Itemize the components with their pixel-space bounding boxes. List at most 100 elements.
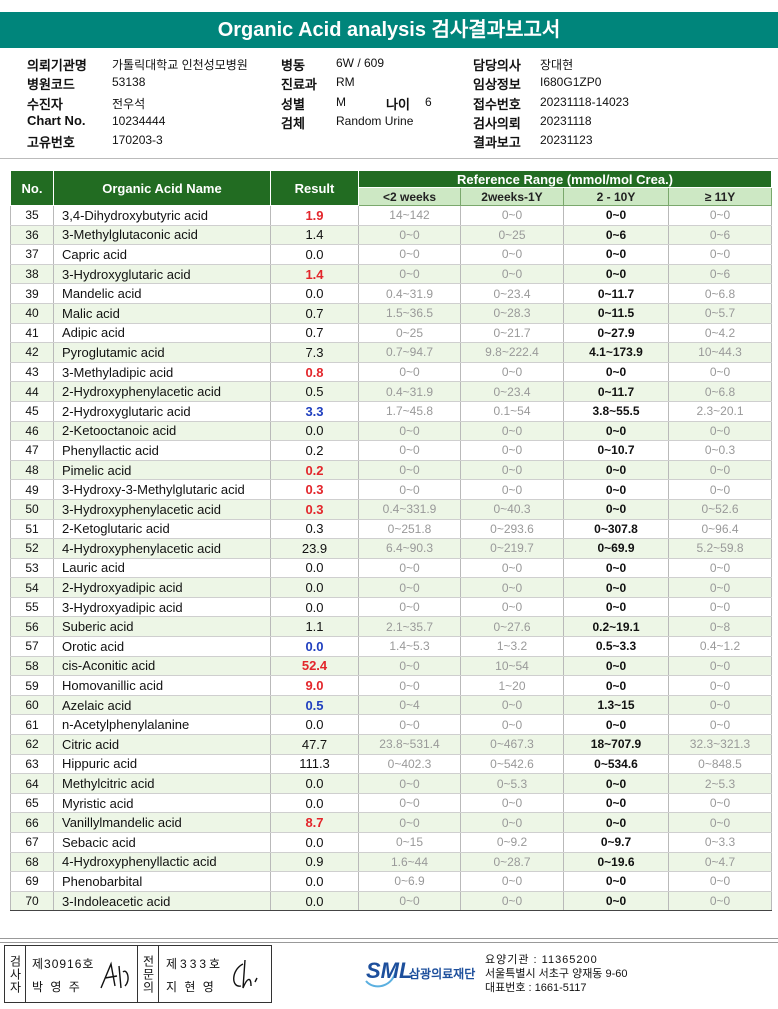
reference-range: 0~6.9: [358, 871, 461, 892]
reference-range: 4.1~173.9: [563, 342, 669, 363]
row-no: 50: [10, 499, 54, 520]
result-value: 0.0: [270, 558, 359, 579]
reference-range: 0~0: [667, 812, 773, 833]
result-value: 111.3: [270, 754, 359, 775]
acid-name: Myristic acid: [53, 793, 271, 814]
reference-range: 0.4~1.2: [667, 636, 773, 657]
reference-range: 0~0: [667, 558, 773, 579]
result-value: 9.0: [270, 675, 359, 696]
table-row: 59 Homovanillic acid 9.0 0~0 1~20 0~0 0~0: [10, 675, 773, 696]
result-value: 1.1: [270, 616, 359, 638]
footer-rule: [0, 938, 778, 943]
reference-range: 0~0: [358, 362, 461, 383]
reference-range: 0~0: [563, 714, 669, 736]
reference-range: 0~0: [358, 225, 461, 246]
reference-range: 0~40.3: [460, 499, 564, 520]
table-row: 40 Malic acid 0.7 1.5~36.5 0~28.3 0~11.5 0~5.7: [10, 303, 773, 324]
row-no: 51: [10, 519, 54, 540]
reference-range: 2.3~20.1: [667, 401, 773, 422]
result-value: 8.7: [270, 812, 359, 833]
row-no: 56: [10, 616, 54, 638]
reference-range: 0~848.5: [667, 754, 773, 775]
acid-name: Capric acid: [53, 244, 271, 265]
result-value: 0.0: [270, 832, 359, 853]
acid-name: n-Acetylphenylalanine: [53, 714, 271, 736]
reference-range: 5.2~59.8: [667, 538, 773, 559]
reference-range: 0~0: [358, 812, 461, 833]
reference-range: 2~5.3: [667, 773, 773, 794]
info-label: 담당의사: [473, 58, 521, 73]
reference-range: 0~0: [563, 264, 669, 285]
reference-range: 0~0: [563, 558, 669, 579]
acid-name: 2-Hydroxyadipic acid: [53, 577, 271, 598]
reference-range: 0~0: [460, 812, 564, 833]
acid-name: Orotic acid: [53, 636, 271, 657]
reference-range: 0~6: [667, 264, 773, 285]
range-header: <2 weeks: [358, 187, 461, 206]
row-no: 45: [10, 401, 54, 422]
reference-range: 14~142: [358, 205, 461, 226]
reference-range: 32.3~321.3: [667, 734, 773, 755]
reference-range: 0~467.3: [460, 734, 564, 755]
reference-range: 0~0: [667, 871, 773, 892]
reference-range: 0~0: [563, 675, 669, 696]
reference-range: 0~6: [563, 225, 669, 246]
table-row: 53 Lauric acid 0.0 0~0 0~0 0~0 0~0: [10, 558, 773, 579]
reference-range: 0~0: [358, 714, 461, 736]
table-row: 55 3-Hydroxyadipic acid 0.0 0~0 0~0 0~0 0~0: [10, 597, 773, 618]
reference-range: 0~5.7: [667, 303, 773, 324]
acid-name: 2-Ketooctanoic acid: [53, 421, 271, 442]
result-value: 1.4: [270, 225, 359, 246]
result-value: 0.8: [270, 362, 359, 383]
row-no: 67: [10, 832, 54, 853]
reference-range: 2.1~35.7: [358, 616, 461, 638]
info-label: 의뢰기관명: [27, 58, 87, 73]
reference-range: 0~0: [667, 714, 773, 736]
row-no: 65: [10, 793, 54, 814]
reference-range: 0~0: [563, 597, 669, 618]
row-no: 35: [10, 205, 54, 226]
info-value: 6W / 609: [336, 56, 385, 70]
acid-name: 3-Hydroxy-3-Methylglutaric acid: [53, 479, 271, 500]
row-no: 37: [10, 244, 54, 265]
table-row: 56 Suberic acid 1.1 2.1~35.7 0~27.6 0.2~19.1 0…: [10, 616, 773, 638]
table-row: 39 Mandelic acid 0.0 0.4~31.9 0~23.4 0~11.7 0~…: [10, 283, 773, 304]
info-label: 수진자: [27, 96, 63, 112]
reference-range: 0~8: [667, 616, 773, 638]
acid-name: Suberic acid: [53, 616, 271, 638]
reference-range: 0~5.3: [460, 773, 564, 794]
reference-range: 0~0: [563, 577, 669, 598]
row-no: 64: [10, 773, 54, 794]
reference-range: 0~0: [358, 597, 461, 618]
range-header: 2 - 10Y: [563, 187, 669, 206]
license-no: 제333호: [166, 957, 224, 971]
signature: [233, 959, 258, 989]
info-value: Random Urine: [336, 113, 414, 128]
result-value: 0.3: [270, 519, 359, 540]
row-no: 59: [10, 675, 54, 696]
reference-range: 0~9.7: [563, 832, 669, 853]
row-no: 36: [10, 225, 54, 246]
acid-name: 2-Ketoglutaric acid: [53, 519, 271, 540]
reference-range: 0~19.6: [563, 852, 669, 873]
reference-range: 0~0: [667, 460, 773, 481]
reference-range: 6.4~90.3: [358, 538, 461, 559]
table-body: 35 3,4-Dihydroxybutyric acid 1.9 14~142 0~0 0…: [10, 205, 773, 912]
reference-range: 0~0: [563, 460, 669, 481]
row-no: 41: [10, 323, 54, 344]
reference-range: 0.1~54: [460, 401, 564, 422]
acid-name: 3-Indoleacetic acid: [53, 891, 271, 912]
info-value: 가톨릭대학교 인천성모병원: [112, 58, 248, 72]
info-label: 검사의뢰: [473, 115, 521, 131]
info-value: 전우석: [112, 96, 146, 111]
result-value: 47.7: [270, 734, 359, 755]
reference-range: 0~0: [563, 205, 669, 226]
table-row: 65 Myristic acid 0.0 0~0 0~0 0~0 0~0: [10, 793, 773, 814]
row-no: 54: [10, 577, 54, 598]
row-no: 62: [10, 734, 54, 755]
reference-range: 0.7~94.7: [358, 342, 461, 363]
table-row: 43 3-Methyladipic acid 0.8 0~0 0~0 0~0 0~0: [10, 362, 773, 383]
table-header: No. Organic Acid Name Result Reference R…: [10, 170, 773, 206]
table-row: 68 4-Hydroxyphenyllactic acid 0.9 1.6~44 0~2…: [10, 852, 773, 873]
table-row: 58 cis-Aconitic acid 52.4 0~0 10~54 0~0 0~0: [10, 656, 773, 677]
